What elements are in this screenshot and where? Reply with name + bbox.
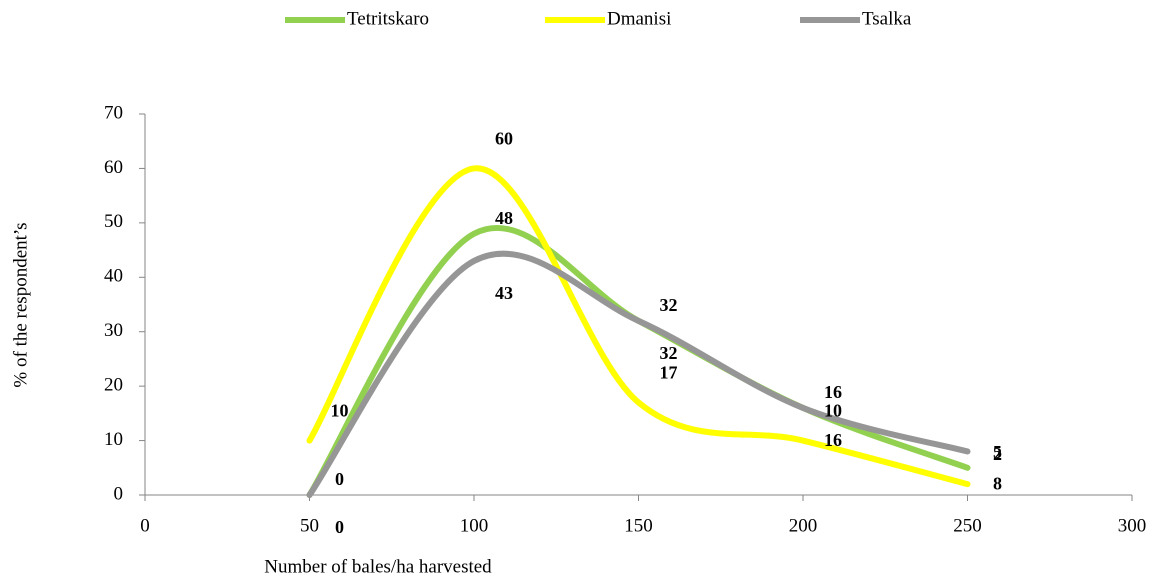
data-label: 0 [335, 469, 344, 489]
y-tick-label: 60 [104, 157, 123, 178]
legend-label: Dmanisi [607, 8, 671, 29]
data-label: 10 [824, 401, 842, 421]
x-tick-label: 0 [140, 515, 150, 536]
y-tick-label: 30 [104, 320, 123, 341]
series-line [306, 165, 971, 488]
data-label: 2 [993, 444, 1002, 464]
data-label: 5 [993, 442, 1002, 462]
data-label: 32 [660, 343, 678, 363]
data-label: 43 [495, 283, 513, 303]
x-tick-label: 300 [1118, 515, 1147, 536]
legend-label: Tetritskaro [347, 8, 429, 29]
y-tick-label: 0 [114, 483, 124, 504]
data-label: 17 [660, 363, 678, 383]
data-label: 32 [660, 295, 678, 315]
x-axis-title: Number of bales/ha harvested [264, 556, 492, 577]
y-tick-label: 70 [104, 102, 123, 123]
data-label: 0 [335, 517, 344, 537]
data-label: 16 [824, 430, 842, 450]
y-axis-title: % of the respondent’s [10, 222, 31, 387]
x-tick-label: 50 [300, 515, 319, 536]
data-label: 8 [993, 474, 1002, 494]
legend-label: Tsalka [862, 8, 912, 29]
y-tick-label: 40 [104, 266, 123, 287]
y-tick-label: 20 [104, 375, 123, 396]
data-label: 60 [495, 129, 513, 149]
x-tick-label: 250 [953, 515, 982, 536]
data-label: 48 [495, 208, 513, 228]
series-line [306, 250, 971, 498]
y-tick-label: 10 [104, 429, 123, 450]
x-tick-label: 100 [460, 515, 489, 536]
data-label: 10 [331, 401, 349, 421]
x-tick-label: 200 [789, 515, 818, 536]
y-tick-label: 50 [104, 211, 123, 232]
x-tick-label: 150 [624, 515, 653, 536]
data-label: 16 [824, 382, 842, 402]
